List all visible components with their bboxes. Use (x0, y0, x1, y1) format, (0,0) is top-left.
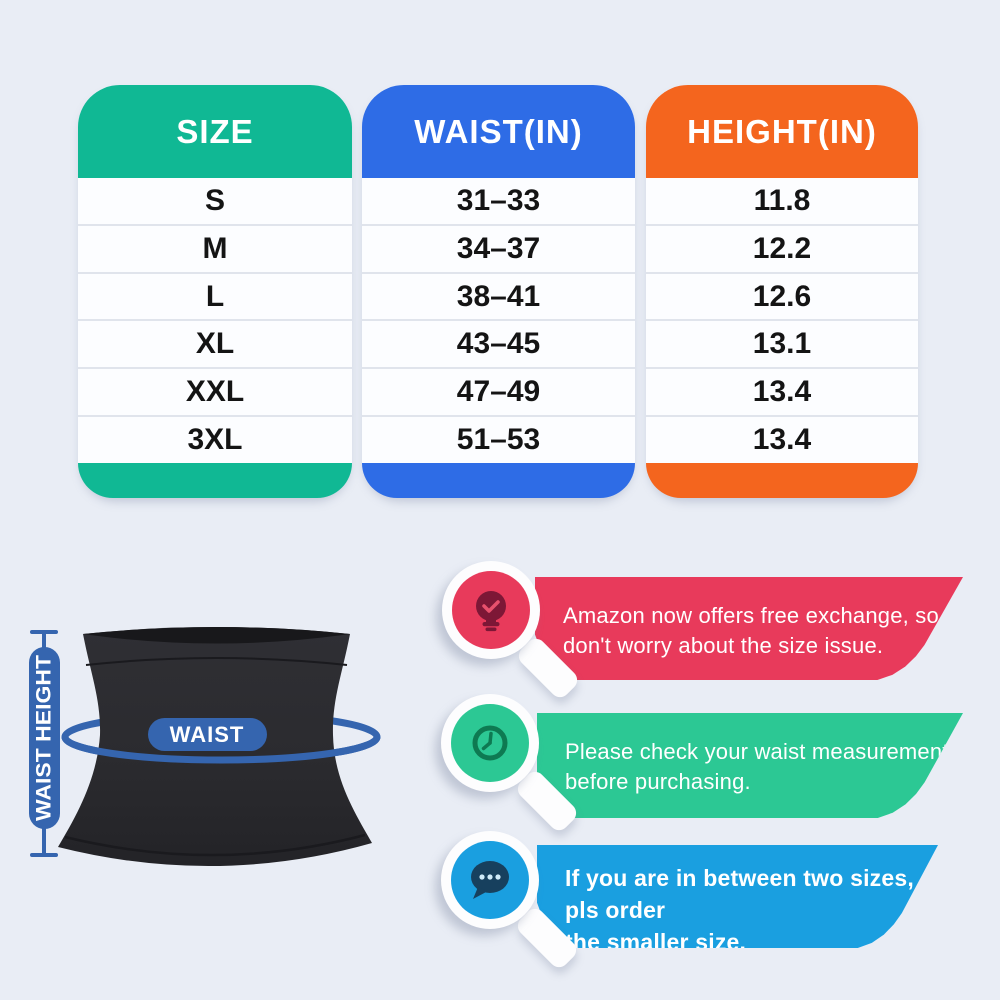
column-header-label: SIZE (176, 112, 254, 150)
column-footer-bar (646, 463, 918, 498)
table-cell: XL (78, 319, 352, 367)
table-cell: 34–37 (362, 223, 635, 272)
table-cell: 13.4 (646, 415, 918, 463)
tips-callouts: Amazon now offers free exchange, so don'… (440, 555, 980, 975)
table-cell: XXL (78, 367, 352, 415)
column-header-label: HEIGHT(IN) (687, 112, 877, 150)
column-footer-bar (78, 463, 352, 498)
waist-tape-ellipse-front (61, 736, 381, 764)
waist-measurement-diagram: WAIST WAIST HEIGHT (29, 627, 381, 867)
clock-icon (472, 725, 508, 761)
table-cell: 51–53 (362, 415, 635, 463)
waist-column: WAIST(IN) 31–33 34–37 38–41 43–45 47–49 … (362, 85, 635, 498)
column-header-label: WAIST(IN) (414, 112, 583, 150)
callout-text-line: Please check your waist measurement (565, 739, 949, 764)
callout-text-line: don't worry about the size issue. (563, 633, 884, 658)
waist-height-pill-label: WAIST HEIGHT (33, 655, 56, 821)
table-cell: 12.2 (646, 223, 918, 272)
waist-pill-label: WAIST (170, 722, 245, 747)
table-cell: 38–41 (362, 271, 635, 320)
chat-bubble-icon (471, 861, 509, 899)
table-cell: L (78, 271, 352, 320)
callout-icon-disc (452, 571, 530, 649)
table-cell: 13.4 (646, 367, 918, 415)
table-cell: 47–49 (362, 367, 635, 415)
callout-icon-disc (451, 841, 529, 919)
table-cell: 3XL (78, 415, 352, 463)
column-header-height: HEIGHT(IN) (646, 85, 918, 178)
waist-height-pill (29, 647, 60, 829)
height-column-body: 11.8 12.2 12.6 13.1 13.4 13.4 (646, 178, 918, 463)
callout-text-line: Amazon now offers free exchange, so (563, 603, 939, 628)
garment-opening-rim (83, 627, 350, 644)
waist-column-body: 31–33 34–37 38–41 43–45 47–49 51–53 (362, 178, 635, 463)
callout-banner-between-sizes: If you are in between two sizes, pls ord… (537, 845, 938, 948)
callout-icon-circle (442, 561, 540, 659)
table-cell: 11.8 (753, 183, 811, 217)
column-header-waist: WAIST(IN) (362, 85, 635, 178)
garment-bottom-seam (64, 833, 366, 857)
callout-banner-measure: Please check your waist measurement befo… (537, 713, 963, 818)
table-cell: 12.6 (646, 271, 918, 320)
table-cell: S (204, 183, 225, 217)
callout-icon-circle (441, 831, 539, 929)
waist-pill (148, 718, 267, 751)
table-cell: 13.1 (646, 319, 918, 367)
size-column-body: S M L XL XXL 3XL (78, 178, 352, 463)
callout-icon-circle (441, 694, 539, 792)
lightbulb-check-icon (476, 591, 506, 632)
column-header-size: SIZE (78, 85, 352, 178)
size-column: SIZE S M L XL XXL 3XL (78, 85, 352, 498)
callout-icon-disc (451, 704, 529, 782)
callout-text-line: the smaller size. (565, 929, 747, 955)
table-cell: 43–45 (362, 319, 635, 367)
table-cell: M (78, 223, 352, 272)
column-footer-bar (362, 463, 635, 498)
callout-banner-exchange: Amazon now offers free exchange, so don'… (535, 577, 963, 680)
callout-text-line: If you are in between two sizes, pls ord… (565, 865, 914, 923)
table-cell: 31–33 (456, 183, 541, 217)
height-column: HEIGHT(IN) 11.8 12.2 12.6 13.1 13.4 13.4 (646, 85, 918, 498)
callout-text-line: before purchasing. (565, 769, 751, 794)
garment-top-seam (85, 657, 348, 666)
